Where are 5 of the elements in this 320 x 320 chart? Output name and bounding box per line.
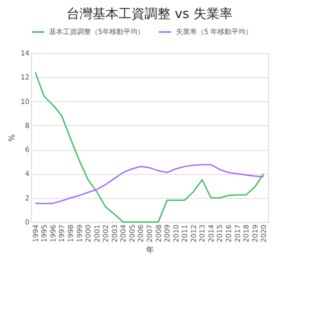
line-series [34, 164, 264, 204]
line-series [34, 72, 264, 223]
chart-title: 台灣基本工資調整 vs 失業率 [66, 6, 232, 22]
x-axis-title: 年 [146, 245, 154, 254]
y-axis-title: % [8, 134, 17, 142]
